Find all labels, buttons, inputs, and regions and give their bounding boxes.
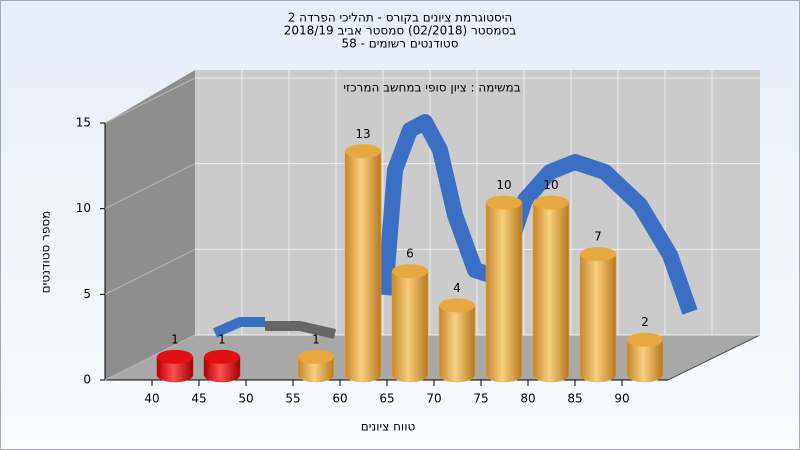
chart-title: בסמסטר (02/2018) סמסטר אביב 2018/19	[284, 24, 516, 38]
x-tick-label: 65	[379, 392, 394, 406]
floor-edge	[667, 334, 761, 381]
data-label: 1	[218, 332, 226, 346]
data-label: 6	[406, 247, 414, 261]
y-tick-label: 10	[76, 201, 91, 215]
data-label: 1	[171, 332, 179, 346]
data-label: 7	[594, 230, 602, 244]
x-tick-label: 40	[144, 392, 159, 406]
bar	[626, 339, 664, 383]
grid-line	[104, 163, 196, 210]
data-label: 10	[543, 178, 558, 192]
bar-top	[345, 144, 381, 159]
bar	[344, 151, 382, 383]
bar-top	[392, 264, 428, 279]
bar	[438, 305, 476, 383]
y-tick-label: 5	[83, 287, 91, 301]
bar	[297, 356, 335, 383]
data-label: 10	[496, 178, 511, 192]
bar-top	[486, 195, 522, 210]
bar	[485, 202, 523, 383]
x-tick-label: 55	[285, 392, 300, 406]
bar	[391, 270, 429, 383]
chart-title: היסטוגרמת ציונים בקורס - תהליכי הפרדה 2	[288, 11, 513, 25]
bar-top	[157, 349, 193, 364]
chart-title: סטודנטים רשומים - 58	[341, 37, 458, 51]
bar-top	[298, 349, 334, 364]
x-tick-label: 80	[520, 392, 535, 406]
bar	[579, 253, 617, 383]
bar-top	[204, 349, 240, 364]
x-tick-label: 50	[238, 392, 253, 406]
x-tick-label: 90	[614, 392, 629, 406]
fit-curve	[212, 317, 265, 338]
fit-curve-floor	[265, 321, 337, 339]
data-label: 13	[355, 127, 370, 141]
grid-line	[104, 248, 196, 295]
bar	[203, 356, 241, 383]
bar-top	[627, 332, 663, 347]
bar-top	[533, 195, 569, 210]
bar-top	[580, 247, 616, 262]
y-axis-label: מספר סטודנטים	[39, 211, 53, 294]
x-axis-label: טווח ציונים	[361, 420, 416, 434]
y-tick-label: 15	[76, 116, 91, 130]
x-tick-label: 60	[332, 392, 347, 406]
side-wall	[105, 70, 195, 380]
bar	[532, 202, 570, 383]
x-tick-label: 70	[426, 392, 441, 406]
grid-line	[104, 334, 196, 381]
data-label: 2	[641, 315, 649, 329]
data-label: 1	[312, 332, 320, 346]
data-label: 4	[453, 281, 461, 295]
x-tick-label: 45	[191, 392, 206, 406]
x-tick-label: 85	[567, 392, 582, 406]
x-tick-label: 75	[473, 392, 488, 406]
bar-top	[439, 298, 475, 313]
subtitle: במשימה : ציון סופי במחשב המרכזי	[343, 81, 520, 95]
bar	[156, 356, 194, 383]
y-tick-label: 0	[83, 373, 91, 387]
grid-line	[104, 77, 196, 124]
